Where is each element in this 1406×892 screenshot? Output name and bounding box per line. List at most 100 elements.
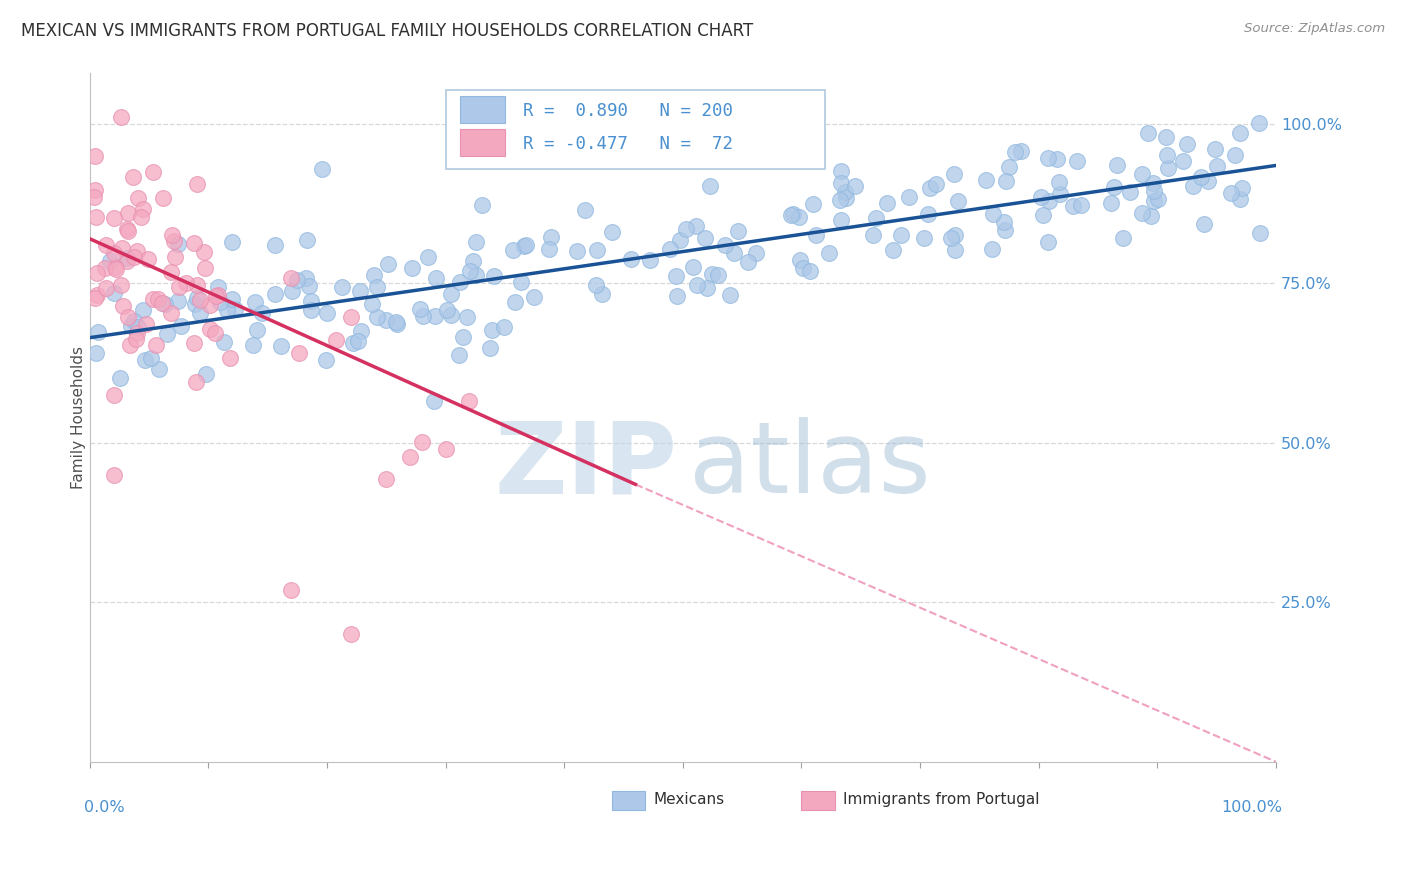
Point [120, 318, 142, 333]
Point [204, 326, 226, 340]
Point [422, 394, 444, 409]
Point [787, 210, 810, 224]
Point [103, 387, 125, 401]
Point [184, 297, 207, 311]
Text: R = -0.477   N =  72: R = -0.477 N = 72 [523, 135, 733, 153]
Point [1049, 187, 1071, 202]
Point [737, 255, 759, 269]
Point [148, 362, 170, 376]
Point [804, 227, 827, 242]
Point [503, 294, 526, 309]
Point [117, 310, 139, 324]
Point [1062, 199, 1084, 213]
Point [83, 190, 105, 204]
Point [1032, 208, 1054, 222]
Point [167, 280, 190, 294]
Point [1102, 180, 1125, 194]
Point [280, 582, 302, 597]
FancyBboxPatch shape [612, 790, 645, 810]
Point [835, 191, 858, 205]
Point [188, 293, 211, 308]
Point [591, 287, 613, 301]
Point [297, 233, 319, 247]
Point [115, 222, 138, 236]
Point [585, 278, 607, 293]
Point [993, 214, 1015, 228]
Point [994, 223, 1017, 237]
Point [409, 302, 432, 317]
Point [1197, 173, 1219, 187]
Point [464, 268, 486, 282]
Point [416, 250, 439, 264]
Point [830, 164, 852, 178]
Point [160, 265, 183, 279]
Point [315, 305, 337, 319]
Point [129, 210, 152, 224]
Point [363, 268, 385, 282]
Point [981, 206, 1004, 220]
Point [1142, 176, 1164, 190]
Point [456, 310, 478, 325]
Point [918, 181, 941, 195]
Point [209, 295, 232, 310]
Point [83, 183, 105, 197]
Point [1157, 161, 1180, 175]
Point [1206, 159, 1229, 173]
Point [145, 337, 167, 351]
Point [134, 352, 156, 367]
Text: Mexicans: Mexicans [654, 792, 724, 807]
Point [1156, 130, 1178, 145]
Point [1010, 145, 1032, 159]
Point [127, 320, 149, 334]
Point [263, 287, 285, 301]
Text: Source: ZipAtlas.com: Source: ZipAtlas.com [1244, 22, 1385, 36]
Point [600, 225, 623, 239]
Point [142, 165, 165, 179]
Point [250, 306, 273, 320]
Point [207, 280, 229, 294]
Point [682, 260, 704, 274]
Point [160, 227, 183, 242]
Point [141, 292, 163, 306]
Point [1107, 159, 1129, 173]
Point [707, 268, 730, 283]
Point [898, 190, 921, 204]
Point [718, 288, 741, 302]
Point [492, 319, 515, 334]
Point [103, 286, 125, 301]
Point [513, 238, 536, 252]
Point [125, 332, 148, 346]
Point [139, 351, 162, 365]
Point [127, 326, 149, 340]
Point [349, 285, 371, 299]
Point [200, 322, 222, 336]
Point [1036, 151, 1059, 165]
Point [186, 277, 208, 292]
Point [1119, 185, 1142, 199]
Point [264, 238, 287, 252]
Point [311, 161, 333, 176]
Point [1192, 217, 1215, 231]
Point [1143, 184, 1166, 198]
Point [246, 323, 269, 337]
Point [515, 238, 537, 252]
Point [1232, 180, 1254, 194]
Point [1181, 179, 1204, 194]
Point [460, 264, 482, 278]
Point [339, 627, 361, 641]
Point [111, 299, 134, 313]
Text: R =  0.890   N = 200: R = 0.890 N = 200 [523, 102, 733, 120]
Point [294, 270, 316, 285]
Point [115, 253, 138, 268]
Point [186, 375, 208, 389]
Point [150, 296, 173, 310]
Point [484, 269, 506, 284]
Point [574, 203, 596, 218]
Point [86, 210, 108, 224]
Point [744, 245, 766, 260]
Point [330, 279, 353, 293]
Point [110, 241, 132, 255]
Point [865, 211, 887, 226]
Point [224, 302, 246, 317]
Point [912, 231, 935, 245]
